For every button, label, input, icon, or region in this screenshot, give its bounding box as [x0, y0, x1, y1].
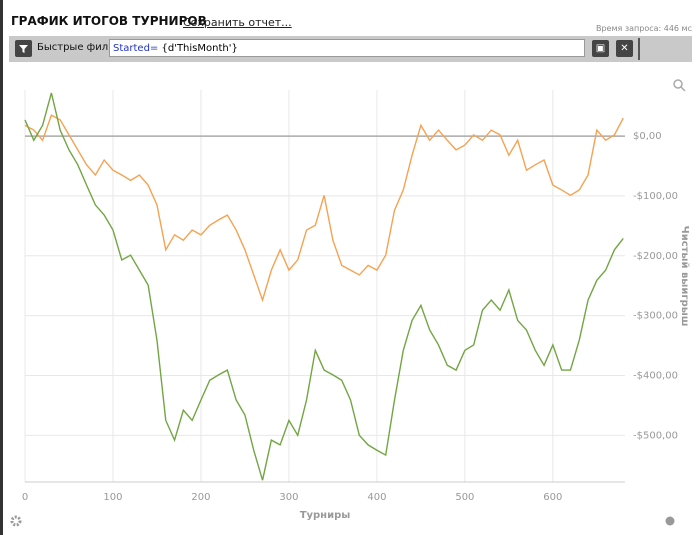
y-axis-label: Чистый выигрыш — [679, 226, 690, 327]
series-line — [24, 114, 624, 303]
x-tick-label: 0 — [22, 492, 28, 503]
report-title: ГРАФИК ИТОГОВ ТУРНИРОВ — [11, 14, 207, 28]
filter-bar: Быстрые фильт Started= {d'ThisMonth'} ▣ … — [9, 36, 692, 62]
save-report-link[interactable]: Сохранить отчет... — [183, 16, 292, 29]
x-tick-label: 200 — [191, 492, 210, 503]
filter-button[interactable] — [15, 40, 32, 57]
filter-value: {d'ThisMonth'} — [158, 43, 238, 54]
x-tick-label: 300 — [279, 492, 298, 503]
y-tick-label: -$100,00 — [633, 191, 678, 202]
zoom-icon-handle — [680, 86, 686, 92]
y-tick-label: $0,00 — [633, 131, 662, 142]
y-tick-label: -$200,00 — [633, 251, 678, 262]
x-tick-label: 400 — [367, 492, 386, 503]
save-filter-button[interactable]: ▣ — [592, 40, 609, 57]
chart: 0 100 200 300 400 500 600 -$500,00 -$400,00 -$300… — [10, 79, 690, 527]
query-time: Время запроса: 446 мс — [595, 24, 692, 33]
info-icon[interactable] — [665, 516, 675, 526]
filter-label: Быстрые фильт — [37, 42, 120, 53]
y-tick-label: -$400,00 — [633, 370, 678, 381]
x-tick-label: 600 — [543, 492, 562, 503]
y-tick-label: -$500,00 — [633, 430, 678, 441]
series-line — [24, 92, 624, 481]
x-tick-label: 500 — [455, 492, 474, 503]
x-axis-label: Турниры — [300, 510, 351, 521]
clear-filter-button[interactable]: ✕ — [616, 40, 633, 57]
x-tick-label: 100 — [103, 492, 122, 503]
plot-area — [25, 90, 625, 482]
settings-icon[interactable] — [10, 515, 22, 527]
y-tick-label: -$300,00 — [633, 311, 678, 322]
divider — [638, 38, 640, 60]
filter-keyword: Started= — [113, 43, 159, 54]
filter-input[interactable]: Started= {d'ThisMonth'} — [109, 39, 585, 57]
zoom-icon[interactable] — [673, 79, 683, 89]
